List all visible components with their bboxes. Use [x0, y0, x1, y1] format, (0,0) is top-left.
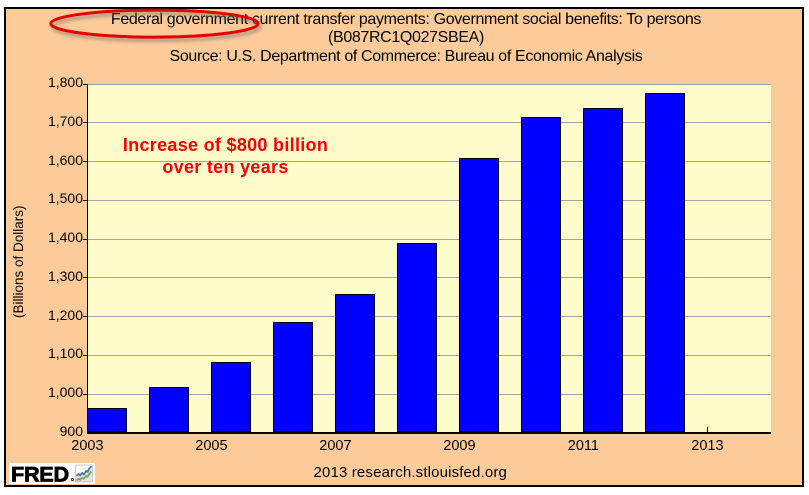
svg-text:FRED: FRED: [11, 463, 69, 484]
